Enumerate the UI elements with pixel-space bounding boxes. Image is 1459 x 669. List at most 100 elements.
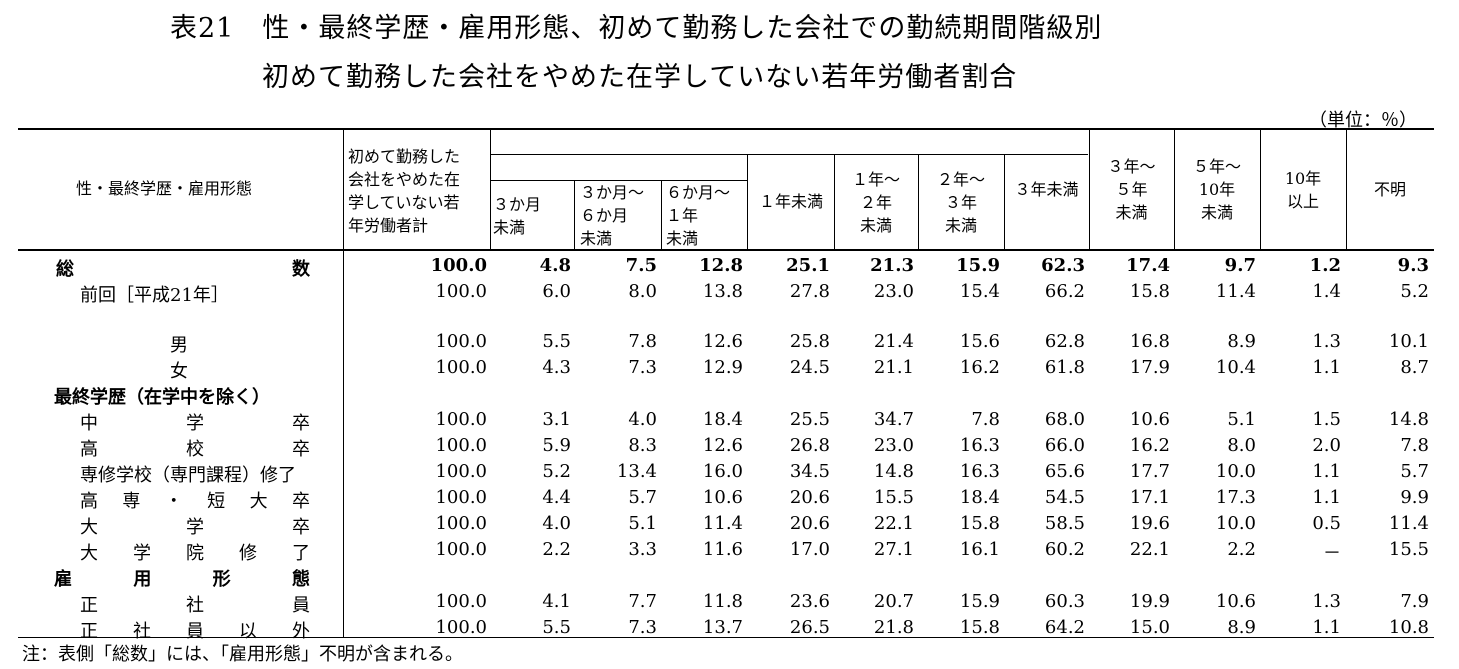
table-cell: 25.1 xyxy=(786,255,830,276)
table-cell: 9.9 xyxy=(1400,487,1429,508)
table-cell: 12.8 xyxy=(699,255,743,276)
table-cell: 5.5 xyxy=(542,617,571,638)
header-unknown: 不明 xyxy=(1373,180,1406,199)
table-cell: 34.5 xyxy=(789,461,830,482)
table-cell: 3.1 xyxy=(542,409,571,430)
table-cell: 16.3 xyxy=(959,461,1000,482)
table-cell: 17.9 xyxy=(1129,357,1170,378)
table-cell: 1.1 xyxy=(1312,617,1341,638)
table-cell: 13.4 xyxy=(616,461,657,482)
table-cell: 100.0 xyxy=(435,281,487,302)
table-cell: 5.2 xyxy=(542,461,571,482)
table-cell: 7.7 xyxy=(628,591,657,612)
header-10years-plus: 10年 以上 xyxy=(1284,169,1322,211)
row-label: 前回［平成21年］ xyxy=(80,285,229,306)
table-cell: 5.5 xyxy=(542,331,571,352)
table-cell: 14.8 xyxy=(873,461,914,482)
table-cell: 18.4 xyxy=(959,487,1000,508)
table-cell: 11.6 xyxy=(702,539,743,560)
row-label: 高専・短大卒 xyxy=(80,491,310,512)
row-label: 最終学歴（在学中を除く） xyxy=(54,387,270,408)
table-cell: 62.8 xyxy=(1044,331,1085,352)
table-cell: 17.1 xyxy=(1129,487,1170,508)
table-cell: 58.5 xyxy=(1044,513,1085,534)
table-cell: 15.0 xyxy=(1129,617,1170,638)
table-cell: 26.8 xyxy=(789,435,830,456)
table-cell: 1.1 xyxy=(1312,357,1341,378)
table-cell: 3.3 xyxy=(628,539,657,560)
table-cell: 14.8 xyxy=(1388,409,1429,430)
row-label: 大学卒 xyxy=(80,517,310,538)
table-cell: 100.0 xyxy=(435,591,487,612)
row-label: 女 xyxy=(170,361,188,382)
table-cell: 54.5 xyxy=(1044,487,1085,508)
row-label: 正社員 xyxy=(80,595,310,616)
table-cell: 4.0 xyxy=(542,513,571,534)
table-cell: 17.4 xyxy=(1126,255,1170,276)
col-divider xyxy=(1089,128,1090,250)
table-cell: 25.8 xyxy=(789,331,830,352)
table-cell: 22.1 xyxy=(1129,539,1170,560)
table-cell: 68.0 xyxy=(1044,409,1085,430)
table-cell: 1.2 xyxy=(1309,255,1341,276)
table-cell: 18.4 xyxy=(702,409,743,430)
table-cell: 100.0 xyxy=(435,513,487,534)
header-5-10years: ５年～ 10年 未満 xyxy=(1192,157,1241,222)
header-6m-1y: ６か月～ １年 未満 xyxy=(666,183,731,248)
col-divider xyxy=(834,154,835,250)
table-cell: 16.0 xyxy=(702,461,743,482)
table-cell: 5.7 xyxy=(1400,461,1429,482)
table-cell: 11.4 xyxy=(1215,281,1256,302)
table-cell: 22.1 xyxy=(873,513,914,534)
table-cell: 4.8 xyxy=(539,255,571,276)
table-cell: 10.4 xyxy=(1215,357,1256,378)
table-cell: 1.1 xyxy=(1312,487,1341,508)
table-cell: 10.6 xyxy=(1215,591,1256,612)
col-divider xyxy=(343,128,344,638)
table-cell: 17.7 xyxy=(1129,461,1170,482)
row-label: 男 xyxy=(170,335,188,356)
table-cell: 8.0 xyxy=(1227,435,1256,456)
table-cell: 23.0 xyxy=(873,435,914,456)
header-row-label: 性・最終学歴・雇用形態 xyxy=(76,179,253,198)
col-divider xyxy=(1004,154,1005,250)
subheader-rule-b xyxy=(490,180,748,181)
table-top-rule xyxy=(18,128,1434,130)
table-cell: 8.0 xyxy=(628,281,657,302)
footnote: 注：表側「総数」には、「雇用形態」不明が含まれる。 xyxy=(22,644,463,665)
table-cell: 34.7 xyxy=(873,409,914,430)
subheader-rule-c xyxy=(834,154,1004,155)
table-cell: 16.8 xyxy=(1129,331,1170,352)
table-cell: 60.3 xyxy=(1044,591,1085,612)
row-label: 雇用形態 xyxy=(54,569,310,590)
table-cell: 12.6 xyxy=(702,435,743,456)
table-cell: 10.0 xyxy=(1215,461,1256,482)
table-cell: 11.4 xyxy=(702,513,743,534)
unit-label: （単位：％） xyxy=(1309,110,1417,131)
table-cell: 13.8 xyxy=(702,281,743,302)
table-cell: 27.1 xyxy=(873,539,914,560)
table-cell: 5.7 xyxy=(628,487,657,508)
row-label: 正社員以外 xyxy=(80,621,310,642)
col-divider xyxy=(490,128,491,250)
table-cell: 16.1 xyxy=(959,539,1000,560)
table-cell: 100.0 xyxy=(435,461,487,482)
table-cell: 7.8 xyxy=(971,409,1000,430)
table-cell: 15.4 xyxy=(959,281,1000,302)
header-3-6months: ３か月～ ６か月 未満 xyxy=(580,183,645,248)
table-cell: 15.9 xyxy=(959,591,1000,612)
table-cell: 100.0 xyxy=(435,539,487,560)
table-cell: 100.0 xyxy=(435,487,487,508)
table-cell: 5.9 xyxy=(542,435,571,456)
table-cell: 9.7 xyxy=(1224,255,1256,276)
header-3months: ３か月 未満 xyxy=(493,195,542,237)
table-cell: 20.6 xyxy=(789,513,830,534)
header-2-3years: ２年～ ３年 未満 xyxy=(936,170,985,235)
table-cell: 10.0 xyxy=(1215,513,1256,534)
table-cell: 100.0 xyxy=(435,617,487,638)
table-cell: 7.8 xyxy=(628,331,657,352)
table-cell: 100.0 xyxy=(435,435,487,456)
table-cell: 15.8 xyxy=(1129,281,1170,302)
table-cell: 21.8 xyxy=(873,617,914,638)
table-cell: 12.6 xyxy=(702,331,743,352)
